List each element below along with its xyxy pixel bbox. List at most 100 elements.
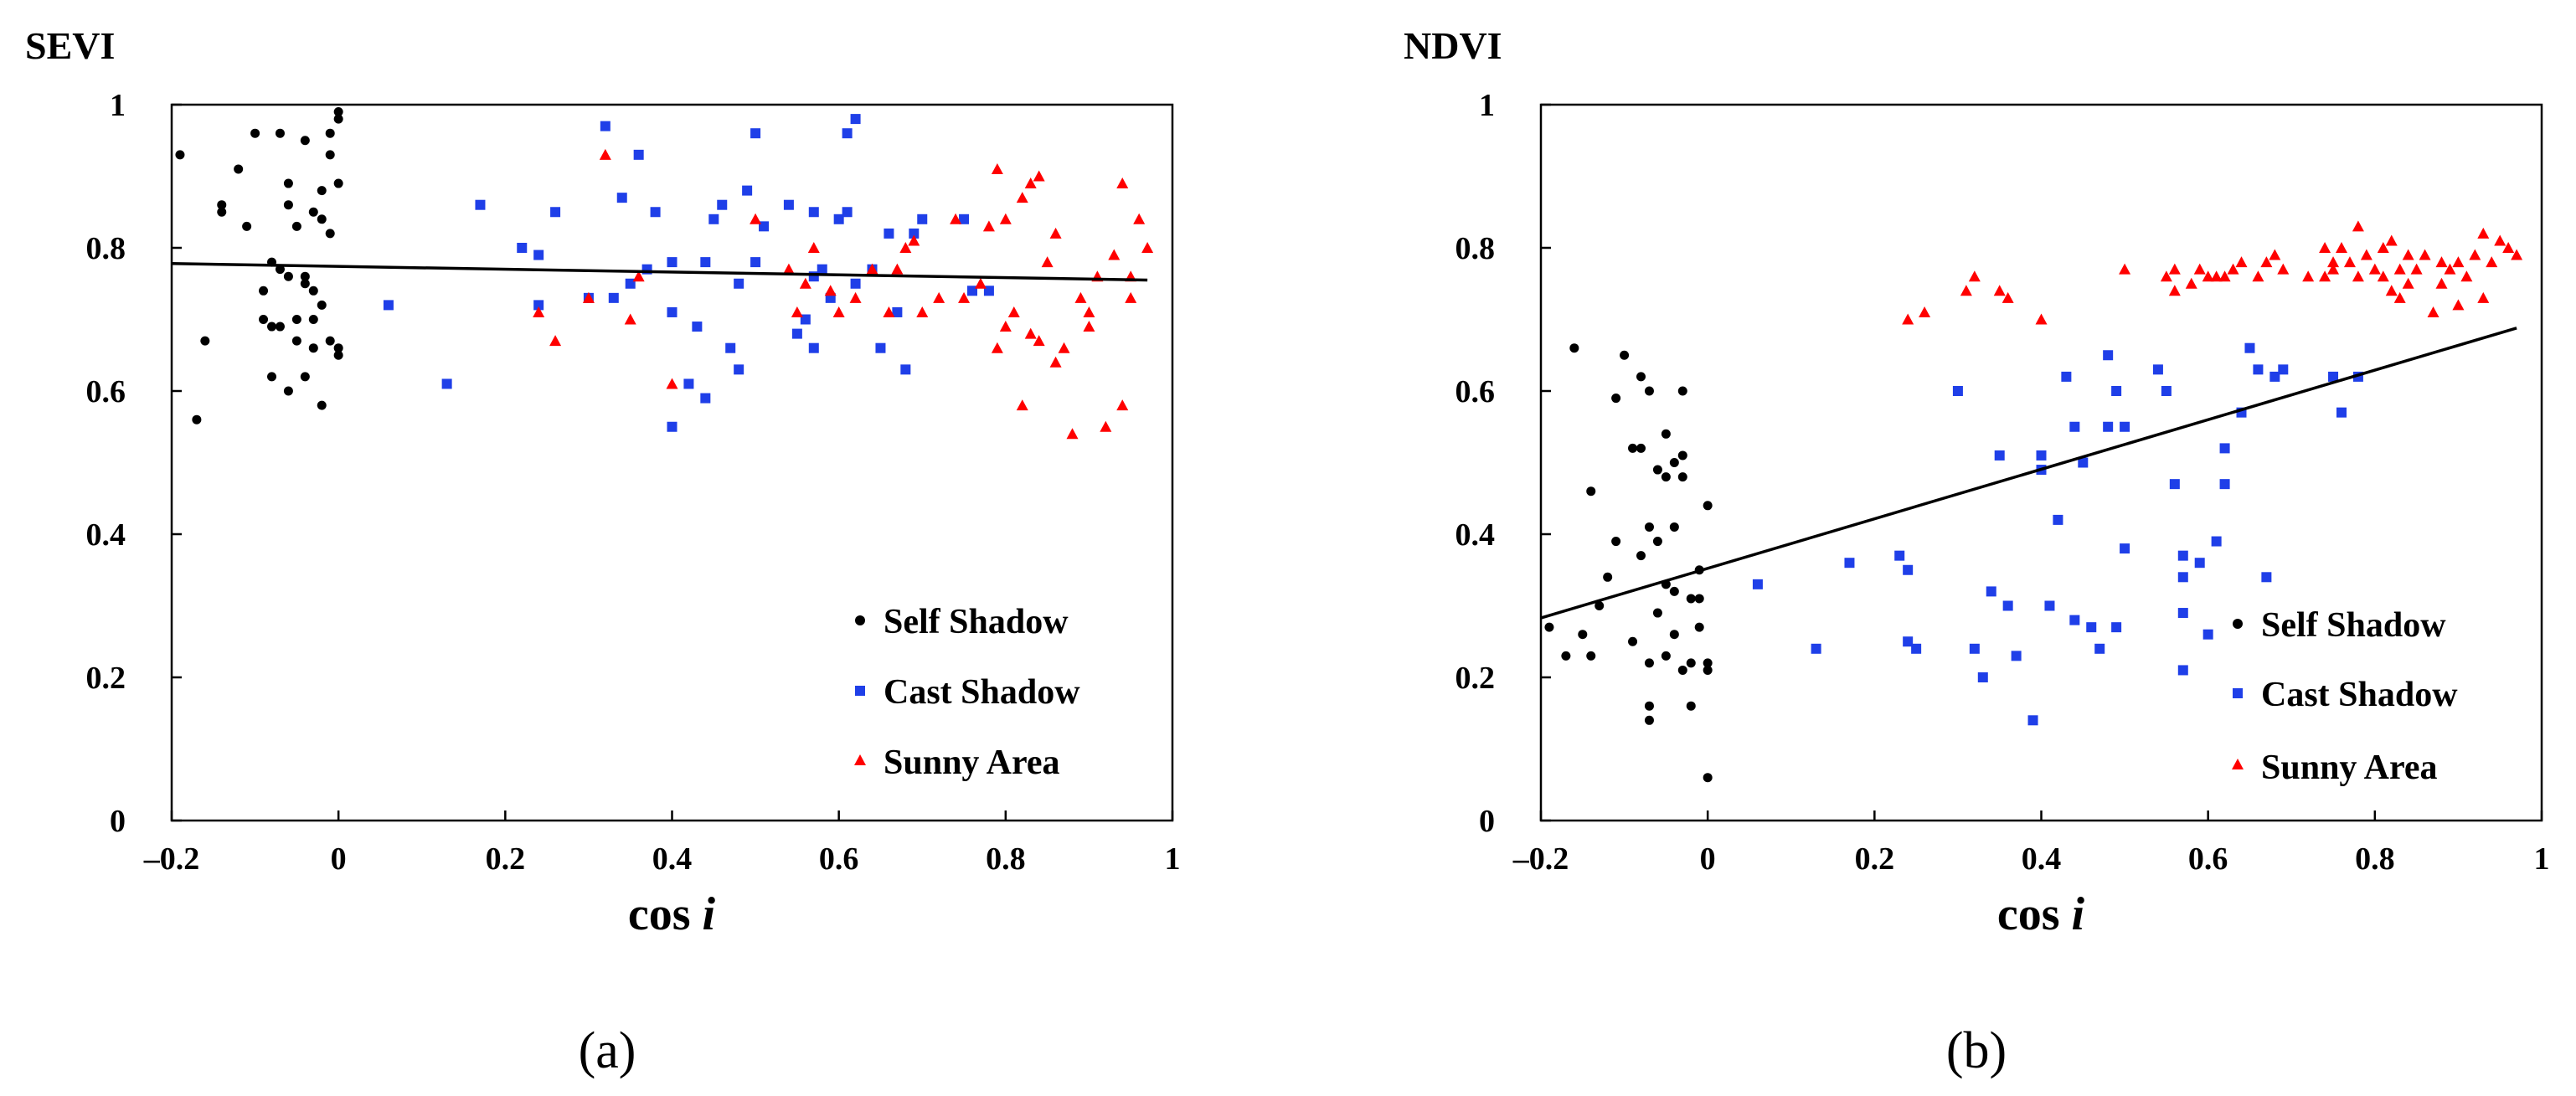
point-cast-shadow xyxy=(2269,371,2280,382)
point-self-shadow xyxy=(1644,522,1654,532)
point-self-shadow xyxy=(1694,622,1704,632)
x-tick-label: –0.2 xyxy=(143,841,200,877)
point-cast-shadow xyxy=(1994,450,2005,461)
point-self-shadow xyxy=(1686,594,1696,604)
point-cast-shadow xyxy=(533,300,544,311)
x-tick-label: 0.8 xyxy=(2355,841,2395,877)
point-self-shadow xyxy=(1578,630,1588,640)
point-sunny-area xyxy=(1133,213,1146,224)
point-self-shadow xyxy=(1586,486,1596,497)
point-self-shadow xyxy=(1644,715,1654,725)
point-self-shadow xyxy=(1661,472,1671,482)
point-sunny-area xyxy=(2193,263,2206,275)
point-sunny-area xyxy=(1960,285,1972,296)
point-self-shadow xyxy=(259,286,269,296)
point-self-shadow xyxy=(325,229,335,239)
point-cast-shadow xyxy=(608,292,619,303)
x-tick-label: 0.4 xyxy=(652,841,693,877)
point-cast-shadow xyxy=(1986,586,1996,597)
point-cast-shadow xyxy=(2177,608,2188,619)
point-self-shadow xyxy=(308,207,318,217)
point-sunny-area xyxy=(2393,291,2406,303)
point-cast-shadow xyxy=(441,378,452,389)
point-self-shadow xyxy=(1677,665,1687,675)
point-sunny-area xyxy=(2368,263,2381,275)
point-self-shadow xyxy=(1595,601,1605,610)
point-cast-shadow xyxy=(1952,386,1963,396)
point-cast-shadow xyxy=(2177,665,2188,676)
point-self-shadow xyxy=(308,343,318,353)
y-tick-label: 0.2 xyxy=(86,661,126,696)
point-sunny-area xyxy=(1041,256,1054,268)
point-self-shadow xyxy=(283,200,293,210)
point-self-shadow xyxy=(283,271,293,281)
point-self-shadow xyxy=(1644,386,1654,396)
point-self-shadow xyxy=(1652,465,1662,475)
point-self-shadow xyxy=(1669,458,1679,467)
point-cast-shadow xyxy=(2120,421,2130,432)
point-self-shadow xyxy=(300,136,310,146)
point-sunny-area xyxy=(666,378,678,389)
point-sunny-area xyxy=(2393,263,2406,275)
point-sunny-area xyxy=(908,234,920,246)
y-tick-label: 0.4 xyxy=(86,517,126,553)
y-tick-label: 1 xyxy=(1479,88,1495,123)
panel-b: NDVI –0.2 0 0.2 0.4 0.6 0.8 1 0 0.2 0.4 0.6 0.8 1 Se… xyxy=(1404,24,2550,1079)
point-cast-shadow xyxy=(842,128,853,139)
point-sunny-area xyxy=(2502,242,2515,253)
point-sunny-area xyxy=(599,148,611,160)
point-sunny-area xyxy=(1049,356,1062,368)
point-cast-shadow xyxy=(817,264,827,275)
panel-b-legend: Self Shadow Cast Shadow Sunny Area xyxy=(2232,606,2458,787)
point-sunny-area xyxy=(2319,270,2331,282)
point-cast-shadow xyxy=(983,286,994,296)
point-sunny-area xyxy=(799,277,811,289)
panel-a-y-title: SEVI xyxy=(25,24,115,67)
point-sunny-area xyxy=(1141,242,1154,253)
panel-a-legend: Self Shadow Cast Shadow Sunny Area xyxy=(854,603,1080,782)
point-cast-shadow xyxy=(2086,622,2097,633)
point-cast-shadow xyxy=(2036,450,2047,461)
point-sunny-area xyxy=(2427,306,2439,317)
legend-label-sunny-area: Sunny Area xyxy=(2261,749,2437,787)
point-cast-shadow xyxy=(1903,564,1914,575)
point-sunny-area xyxy=(624,313,636,325)
point-sunny-area xyxy=(2486,256,2498,268)
point-sunny-area xyxy=(2419,249,2431,260)
point-sunny-area xyxy=(1024,327,1037,339)
point-cast-shadow xyxy=(2111,386,2122,396)
point-sunny-area xyxy=(1033,335,1045,347)
point-sunny-area xyxy=(2377,242,2389,253)
point-sunny-area xyxy=(2402,277,2414,289)
point-sunny-area xyxy=(2435,277,2448,289)
point-sunny-area xyxy=(974,277,987,289)
point-cast-shadow xyxy=(667,257,677,268)
point-sunny-area xyxy=(782,263,795,275)
point-cast-shadow xyxy=(2278,364,2289,375)
point-self-shadow xyxy=(1677,450,1687,461)
point-sunny-area xyxy=(1083,321,1095,332)
point-self-shadow xyxy=(1652,537,1662,547)
y-tick-label: 0.6 xyxy=(1455,374,1496,409)
panel-b-x-title: cos i xyxy=(1997,888,2085,940)
point-cast-shadow xyxy=(2211,536,2222,547)
point-cast-shadow xyxy=(783,199,794,210)
x-tick-label: 0.2 xyxy=(1855,841,1895,877)
point-sunny-area xyxy=(2343,256,2356,268)
point-sunny-area xyxy=(632,270,645,282)
point-cast-shadow xyxy=(2219,479,2230,490)
panel-a-marks xyxy=(175,107,1154,440)
point-sunny-area xyxy=(2218,270,2231,282)
point-cast-shadow xyxy=(808,342,819,353)
point-sunny-area xyxy=(1024,178,1037,189)
point-sunny-area xyxy=(891,263,904,275)
point-sunny-area xyxy=(991,162,1003,174)
y-tick-label: 0 xyxy=(110,804,126,839)
point-self-shadow xyxy=(275,265,285,275)
point-self-shadow xyxy=(317,186,327,196)
point-cast-shadow xyxy=(967,286,977,296)
point-sunny-area xyxy=(2277,263,2290,275)
x-tick-label: 0.6 xyxy=(2188,841,2228,877)
point-sunny-area xyxy=(2385,285,2398,296)
point-self-shadow xyxy=(1628,636,1638,646)
